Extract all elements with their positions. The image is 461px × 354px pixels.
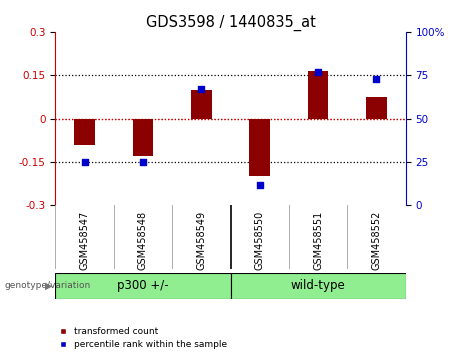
Bar: [230, 273, 406, 299]
Point: [81, 159, 88, 165]
Text: p300 +/-: p300 +/-: [117, 279, 169, 292]
Text: genotype/variation: genotype/variation: [5, 281, 91, 290]
Bar: [74, 119, 95, 144]
Bar: [249, 119, 270, 176]
Point: [314, 69, 322, 75]
Text: wild-type: wild-type: [291, 279, 345, 292]
Point: [373, 76, 380, 81]
Text: ▶: ▶: [45, 281, 52, 291]
Text: GSM458547: GSM458547: [79, 210, 89, 270]
Bar: [366, 97, 387, 119]
Text: GSM458549: GSM458549: [196, 210, 207, 269]
Text: GSM458552: GSM458552: [372, 210, 382, 270]
Legend: transformed count, percentile rank within the sample: transformed count, percentile rank withi…: [60, 327, 227, 349]
Bar: [133, 119, 153, 156]
Text: GSM458548: GSM458548: [138, 210, 148, 269]
Point: [256, 182, 263, 187]
Point: [198, 86, 205, 92]
Bar: [191, 90, 212, 119]
Text: GSM458550: GSM458550: [254, 210, 265, 270]
Point: [139, 159, 147, 165]
Bar: [55, 273, 230, 299]
Title: GDS3598 / 1440835_at: GDS3598 / 1440835_at: [146, 14, 315, 30]
Bar: [308, 71, 328, 119]
Text: GSM458551: GSM458551: [313, 210, 323, 270]
